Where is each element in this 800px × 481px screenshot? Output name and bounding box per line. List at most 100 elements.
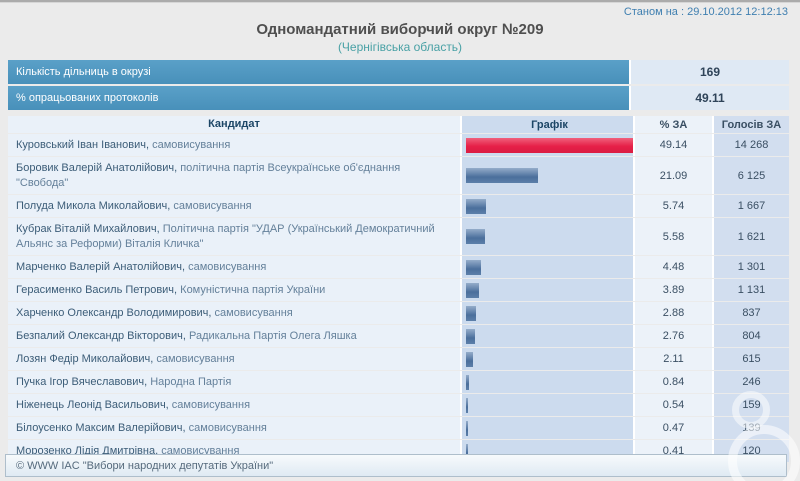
candidate-cell: Кубрак Віталій Михайлович, Політична пар… <box>8 218 460 255</box>
summary-label: % опрацьованих протоколів <box>8 86 629 110</box>
percent-cell: 0.84 <box>635 371 712 393</box>
column-header-candidate: Кандидат <box>8 116 460 133</box>
candidate-cell: Герасименко Василь Петрович, Комуністичн… <box>8 279 460 301</box>
summary-row: Кількість дільниць в окрузі 169 <box>8 60 789 84</box>
results-table: Кандидат Графік % ЗА Голосів ЗА Куровськ… <box>8 116 789 462</box>
graph-cell <box>462 195 633 217</box>
candidate-affiliation: Радикальна Партія Олега Ляшка <box>188 330 357 342</box>
votes-cell: 14 268 <box>714 134 789 156</box>
candidate-affiliation: політична партія Всеукраїнське об'єднанн… <box>16 162 401 189</box>
candidate-cell: Ніженець Леонід Васильович, самовисуванн… <box>8 394 460 416</box>
graph-cell <box>462 325 633 347</box>
status-timestamp: Станом на : 29.10.2012 12:12:13 <box>623 6 788 18</box>
candidate-affiliation: самовисування <box>156 353 235 365</box>
percent-cell: 3.89 <box>635 279 712 301</box>
percent-cell: 0.54 <box>635 394 712 416</box>
top-divider <box>0 0 800 3</box>
percent-cell: 2.88 <box>635 302 712 324</box>
column-header-votes: Голосів ЗА <box>714 116 789 133</box>
candidate-name: Білоусенко Максим Валерійович, <box>16 422 189 434</box>
result-bar <box>466 229 485 244</box>
result-bar <box>466 137 633 153</box>
candidate-name: Безпалий Олександр Вікторович, <box>16 330 189 342</box>
votes-cell: 1 131 <box>714 279 789 301</box>
percent-cell: 49.14 <box>635 134 712 156</box>
percent-cell: 2.76 <box>635 325 712 347</box>
percent-cell: 5.58 <box>635 218 712 255</box>
candidate-name: Марченко Валерій Анатолійович, <box>16 261 189 273</box>
candidate-affiliation: самовисування <box>173 200 252 212</box>
table-row: Білоусенко Максим Валерійович, самовисув… <box>8 417 789 439</box>
candidate-affiliation: самовисування <box>171 399 251 411</box>
percent-cell: 0.47 <box>635 417 712 439</box>
table-row: Герасименко Василь Петрович, Комуністичн… <box>8 279 789 301</box>
candidate-name: Харченко Олександр Володимирович, <box>16 307 215 319</box>
result-bar <box>466 282 480 298</box>
votes-cell: 6 125 <box>714 157 789 194</box>
votes-cell: 804 <box>714 325 789 347</box>
graph-cell <box>462 157 633 194</box>
percent-cell: 4.48 <box>635 256 712 278</box>
votes-cell: 139 <box>714 417 789 439</box>
graph-cell <box>462 302 633 324</box>
column-header-graph: Графік <box>462 116 633 133</box>
candidate-affiliation: Політична партія "УДАР (Український Демо… <box>16 223 435 250</box>
candidate-name: Полуда Микола Миколайович, <box>16 200 174 212</box>
candidate-cell: Безпалий Олександр Вікторович, Радикальн… <box>8 325 460 347</box>
summary-row: % опрацьованих протоколів 49.11 <box>8 86 789 110</box>
candidate-name: Лозян Федір Миколайович, <box>16 353 157 365</box>
table-row: Харченко Олександр Володимирович, самови… <box>8 302 789 324</box>
summary-value: 169 <box>631 60 789 84</box>
candidate-name: Боровик Валерій Анатолійович, <box>16 162 181 174</box>
column-header-percent: % ЗА <box>635 116 712 133</box>
graph-cell <box>462 417 633 439</box>
candidate-name: Герасименко Василь Петрович, <box>16 284 181 296</box>
summary-value: 49.11 <box>631 86 789 110</box>
graph-cell <box>462 394 633 416</box>
graph-cell <box>462 256 633 278</box>
result-bar <box>466 168 538 183</box>
candidate-affiliation: самовисування <box>214 307 293 319</box>
summary-label: Кількість дільниць в окрузі <box>8 60 629 84</box>
percent-cell: 5.74 <box>635 195 712 217</box>
candidate-affiliation: самовисування <box>152 139 231 151</box>
result-bar <box>466 351 474 367</box>
result-bar <box>466 443 468 459</box>
votes-cell: 1 621 <box>714 218 789 255</box>
votes-cell: 837 <box>714 302 789 324</box>
result-bar <box>466 198 486 214</box>
votes-cell: 1 301 <box>714 256 789 278</box>
table-row: Лозян Федір Миколайович, самовисування 2… <box>8 348 789 370</box>
table-row: Куровський Іван Іванович, самовисування … <box>8 134 789 156</box>
candidate-cell: Білоусенко Максим Валерійович, самовисув… <box>8 417 460 439</box>
main-content: Кількість дільниць в окрузі 169 % опраць… <box>8 60 789 462</box>
table-row: Кубрак Віталій Михайлович, Політична пар… <box>8 218 789 255</box>
table-row: Ніженець Леонід Васильович, самовисуванн… <box>8 394 789 416</box>
percent-cell: 2.11 <box>635 348 712 370</box>
results-table-body: Куровський Іван Іванович, самовисування … <box>8 134 789 462</box>
result-bar <box>466 305 476 321</box>
table-row: Безпалий Олександр Вікторович, Радикальн… <box>8 325 789 347</box>
result-bar <box>466 259 482 275</box>
votes-cell: 159 <box>714 394 789 416</box>
candidate-affiliation: самовисування <box>188 261 267 273</box>
result-bar <box>466 420 468 436</box>
graph-cell <box>462 134 633 156</box>
result-bar <box>466 328 476 344</box>
votes-cell: 1 667 <box>714 195 789 217</box>
table-row: Полуда Микола Миколайович, самовисування… <box>8 195 789 217</box>
candidate-cell: Марченко Валерій Анатолійович, самовисув… <box>8 256 460 278</box>
percent-cell: 21.09 <box>635 157 712 194</box>
results-table-header: Кандидат Графік % ЗА Голосів ЗА <box>8 116 789 133</box>
table-row: Боровик Валерій Анатолійович, політична … <box>8 157 789 194</box>
graph-cell <box>462 218 633 255</box>
candidate-cell: Боровик Валерій Анатолійович, політична … <box>8 157 460 194</box>
footer-copyright: © WWW IAC "Вибори народних депутатів Укр… <box>5 454 787 477</box>
result-bar <box>466 397 468 413</box>
votes-cell: 615 <box>714 348 789 370</box>
candidate-cell: Пучка Ігор Вячеславович, Народна Партія <box>8 371 460 393</box>
graph-cell <box>462 348 633 370</box>
candidate-affiliation: Комуністична партія України <box>180 284 326 296</box>
result-bar <box>466 374 469 390</box>
candidate-affiliation: самовисування <box>188 422 267 434</box>
